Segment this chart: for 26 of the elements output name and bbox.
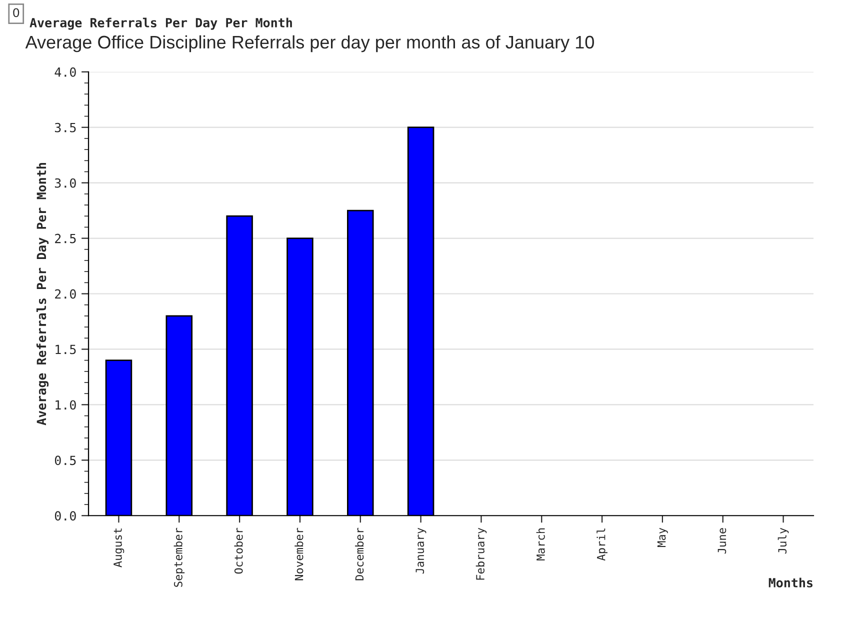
y-tick-label: 3.0: [54, 178, 76, 188]
x-tick-label: February: [476, 528, 487, 580]
text: 0: [13, 8, 20, 18]
y-tick-label: 2.5: [55, 234, 76, 244]
text: Average Referrals Per Day Per Month: [30, 18, 292, 30]
x-tick-label: July: [778, 528, 789, 554]
y-tick-label: 1.0: [56, 400, 76, 410]
y-tick-label: 0.5: [54, 456, 76, 466]
x-tick-label: December: [355, 528, 364, 580]
y-tick-label: 2.0: [55, 289, 76, 299]
chart-title: Average Office Discipline Referrals per day per month as of January 10: [25, 35, 594, 52]
y-tick-label: 0.0: [54, 511, 76, 521]
x-tick-label: January: [416, 528, 426, 574]
y-tick-label: 3.5: [54, 122, 76, 132]
x-tick-label: November: [294, 528, 304, 580]
x-tick-label: October: [234, 528, 243, 574]
y-axis-title: Average Referrals Per Day Per Month: [36, 163, 49, 426]
x-tick-label: May: [657, 528, 668, 548]
x-tick-label: April: [596, 528, 608, 561]
x-tick-label: March: [536, 528, 545, 560]
x-axis-title: Months: [768, 578, 812, 588]
x-tick-label: September: [174, 528, 185, 587]
x-tick-label: June: [718, 528, 726, 554]
y-tick-label: 1.5: [56, 344, 76, 354]
y-tick-label: 4.0: [54, 67, 76, 77]
x-tick-label: August: [114, 528, 124, 568]
